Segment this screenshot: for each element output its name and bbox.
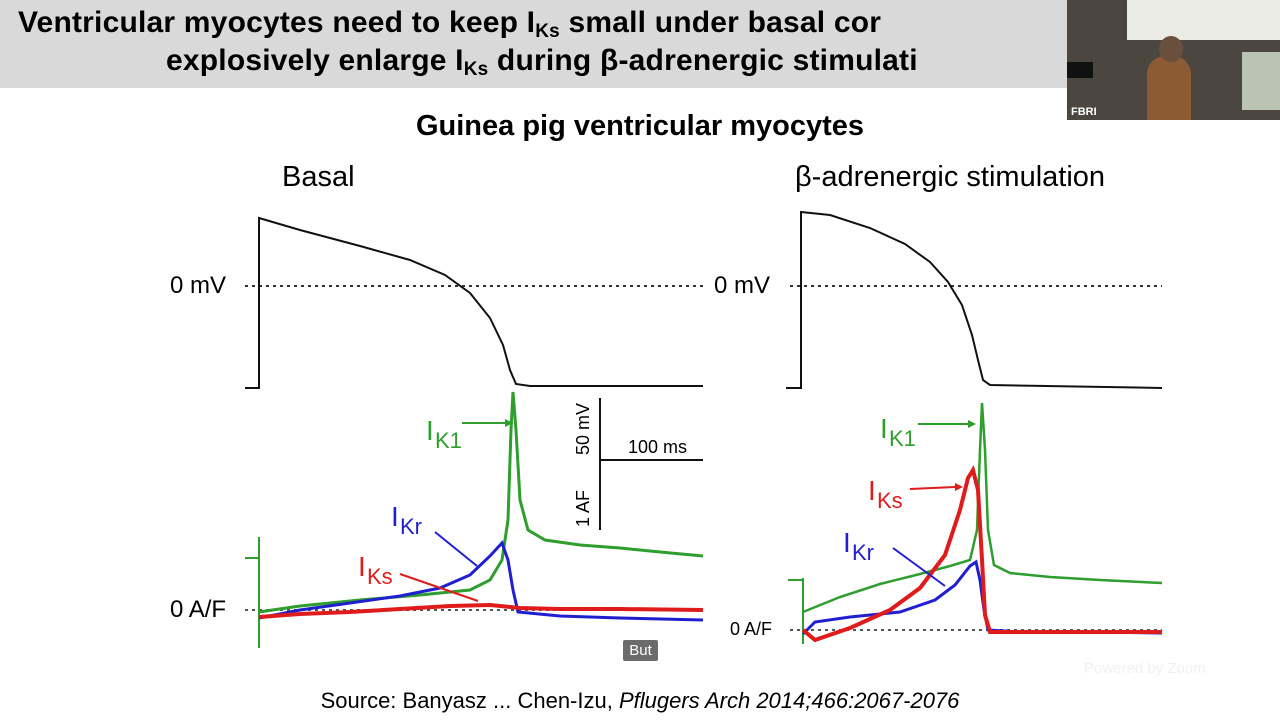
iks-trace-basal — [258, 602, 704, 619]
iks-label-basal: I Ks — [358, 551, 393, 589]
ik1-label-basal: I K1 — [426, 415, 462, 453]
speaker-head — [1159, 36, 1183, 62]
svg-text:Kr: Kr — [852, 540, 874, 565]
scale-af-label: 1 AF — [573, 490, 593, 527]
iks-label-beta: I Ks — [868, 475, 903, 513]
slide-title-line-2: explosively enlarge IKs during β-adrener… — [166, 44, 918, 80]
iks-arrow-beta — [909, 486, 956, 490]
slide-title-band: Ventricular myocytes need to keep IKs sm… — [0, 0, 1280, 88]
speaker-video-thumbnail[interactable]: FBRI — [1067, 0, 1280, 120]
ikr-trace-basal — [258, 540, 704, 622]
svg-text:K1: K1 — [889, 426, 916, 451]
ikr-arrow-beta — [892, 547, 946, 587]
svg-text:Ks: Ks — [367, 564, 393, 589]
iks-arrow-basal — [399, 573, 479, 602]
source-citation: Source: Banyasz ... Chen-Izu, Pflugers A… — [320, 688, 960, 713]
svg-text:I: I — [880, 413, 888, 444]
svg-text:I: I — [391, 501, 399, 532]
panel-label-basal: Basal — [282, 161, 355, 193]
zero-af-label-beta: 0 A/F — [730, 619, 772, 639]
action-potential-beta — [786, 210, 1163, 389]
ik1-trace-basal — [258, 391, 704, 614]
video-projection-screen — [1127, 0, 1280, 40]
iks-trace-beta — [801, 464, 1162, 643]
ik1-label-beta: I K1 — [880, 413, 916, 451]
ikr-label-beta: I Kr — [843, 527, 874, 565]
scale-mv-label: 50 mV — [573, 403, 593, 455]
slide-title-line-1: Ventricular myocytes need to keep IKs sm… — [18, 6, 882, 42]
zero-af-label-basal: 0 A/F — [170, 596, 226, 623]
slide-subtitle: Guinea pig ventricular myocytes — [415, 110, 865, 142]
svg-text:I: I — [358, 551, 366, 582]
video-window — [1242, 52, 1280, 110]
svg-text:Kr: Kr — [400, 514, 422, 539]
caption-tag: But — [623, 640, 658, 661]
ik1-trace-beta — [802, 402, 1163, 614]
scale-time-label: 100 ms — [628, 437, 687, 457]
svg-text:I: I — [843, 527, 851, 558]
ikr-label-basal: I Kr — [391, 501, 422, 539]
video-laptop — [1067, 62, 1093, 78]
speaker-body — [1147, 56, 1191, 120]
ikr-arrow-basal — [434, 531, 478, 567]
svg-text:Ks: Ks — [877, 488, 903, 513]
svg-text:I: I — [868, 475, 876, 506]
panel-label-beta: β-adrenergic stimulation — [795, 161, 1106, 193]
svg-text:I: I — [426, 415, 434, 446]
action-potential-basal — [245, 216, 703, 389]
zero-mv-label-basal: 0 mV — [170, 272, 226, 299]
zero-mv-label-beta: 0 mV — [714, 272, 770, 299]
svg-text:K1: K1 — [435, 428, 462, 453]
zoom-watermark: Powered by Zoom — [1084, 660, 1206, 677]
video-participant-label: FBRI — [1071, 106, 1097, 118]
